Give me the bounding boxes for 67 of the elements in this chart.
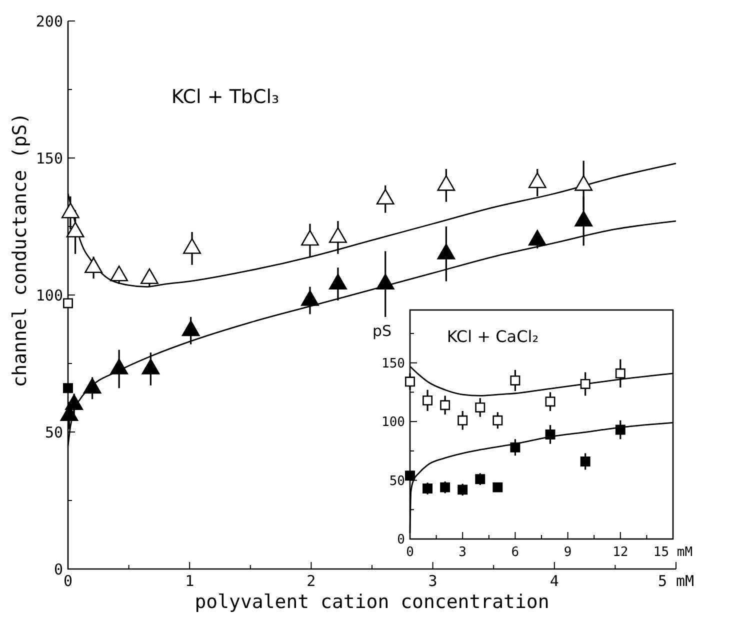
y-tick-label: 150 — [382, 356, 405, 372]
point — [405, 376, 415, 387]
y-tick-label: 50 — [389, 474, 405, 489]
x-tick-label: 5 mM — [658, 572, 694, 590]
point — [545, 396, 556, 407]
point — [422, 484, 433, 494]
point — [437, 175, 456, 191]
point — [545, 430, 556, 440]
x-tick-label: 3 — [428, 572, 438, 590]
point — [110, 266, 128, 282]
point — [574, 175, 593, 191]
point — [528, 172, 546, 188]
x-axis-title: polyvalent cation concentration — [194, 591, 550, 613]
point — [65, 394, 84, 410]
point — [510, 442, 520, 452]
point — [66, 222, 84, 238]
point — [61, 202, 80, 218]
point — [615, 424, 626, 435]
point — [84, 257, 103, 274]
x-tick-label: 1 — [185, 572, 194, 590]
x-tick-label: 2 — [306, 572, 316, 590]
point — [580, 379, 590, 389]
point — [183, 238, 202, 254]
point — [328, 274, 347, 290]
x-tick-label: 9 — [564, 545, 572, 560]
text: KCl + TbCl₃ — [171, 86, 280, 108]
point — [405, 470, 415, 481]
point — [574, 210, 593, 226]
point — [580, 456, 590, 466]
point — [475, 402, 486, 412]
x-tick-label: 12 — [612, 545, 628, 560]
point — [437, 244, 456, 260]
y-tick-label: 50 — [44, 423, 63, 442]
y-axis-title: channel conductance (pS) — [9, 112, 31, 388]
point — [492, 415, 503, 426]
point — [328, 227, 347, 243]
x-tick-label: 15 mM — [653, 545, 693, 560]
point — [422, 395, 433, 406]
point — [492, 482, 503, 492]
point — [301, 290, 319, 306]
point — [182, 320, 200, 336]
point — [458, 415, 468, 426]
x-tick-label: 4 — [550, 572, 559, 590]
y-tick-label: 0 — [54, 560, 63, 578]
y-tick-label: 150 — [36, 149, 63, 168]
point — [458, 484, 468, 495]
point — [140, 268, 158, 284]
point — [301, 230, 319, 246]
point — [376, 188, 394, 205]
point — [376, 274, 394, 290]
point — [110, 358, 128, 374]
text: KCl + CaCl₂ — [446, 327, 539, 346]
point — [528, 230, 546, 246]
point — [615, 368, 626, 378]
y-tick-label: 200 — [36, 12, 63, 30]
y-tick-label: 0 — [397, 532, 405, 548]
y-axis-title: pS — [372, 322, 392, 340]
y-tick-label: 100 — [382, 415, 405, 430]
x-tick-label: 6 — [511, 545, 520, 560]
y-tick-label: 100 — [36, 286, 63, 304]
point — [142, 358, 160, 374]
x-tick-label: 3 — [458, 545, 467, 560]
point — [440, 482, 450, 492]
point — [475, 474, 486, 484]
point — [510, 375, 520, 386]
point — [440, 400, 450, 410]
point — [83, 378, 102, 394]
